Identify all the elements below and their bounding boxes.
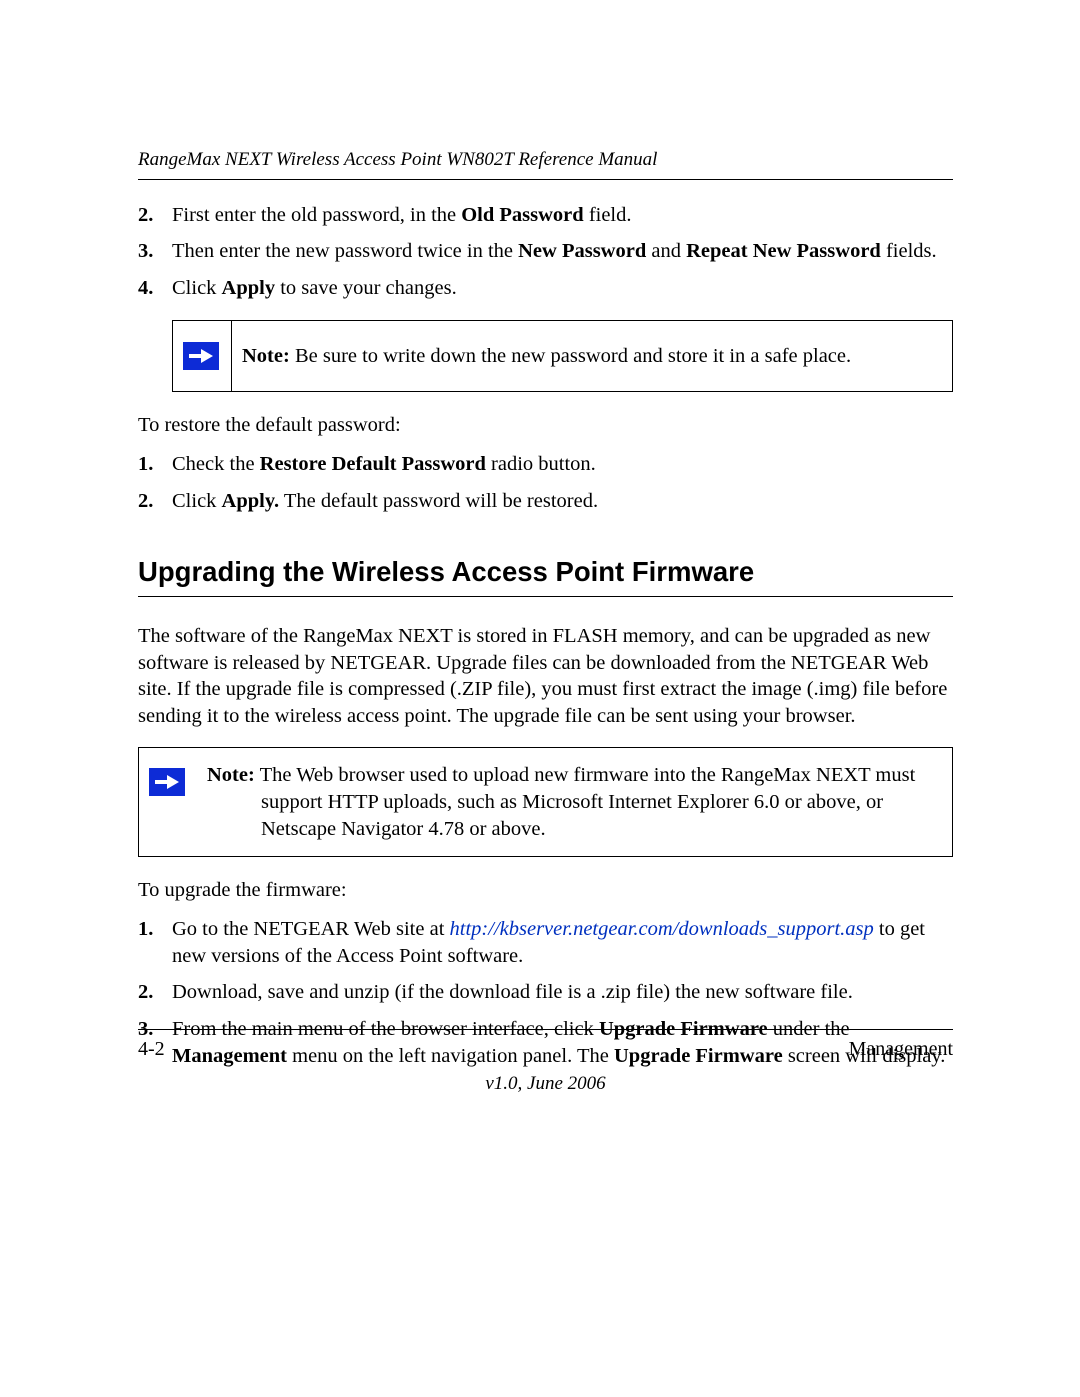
note-text-cell: Note: Be sure to write down the new pass… [232, 320, 953, 393]
list-marker: 2. [138, 488, 153, 515]
restore-intro: To restore the default password: [138, 412, 953, 439]
bold-term: Old Password [461, 204, 583, 226]
note-icon-cell [172, 320, 232, 393]
note-label: Note: [242, 345, 290, 367]
page-number: 4-2 [138, 1036, 165, 1062]
bold-term: Repeat New Password [686, 240, 881, 262]
list-text: radio button. [486, 453, 596, 475]
footer-version: v1.0, June 2006 [138, 1072, 953, 1097]
list-marker: 1. [138, 916, 153, 943]
list-text: field. [584, 204, 632, 226]
note-box: Note: Be sure to write down the new pass… [172, 320, 953, 393]
footer-section-name: Management [849, 1036, 953, 1062]
list-text: Download, save and unzip (if the downloa… [172, 981, 853, 1003]
list-marker: 2. [138, 202, 153, 229]
list-item: 4. Click Apply to save your changes. [138, 275, 953, 302]
list-marker: 3. [138, 238, 153, 265]
support-link[interactable]: http://kbserver.netgear.com/downloads_su… [450, 918, 874, 940]
bold-term: New Password [518, 240, 646, 262]
restore-steps-list: 1. Check the Restore Default Password ra… [138, 451, 953, 514]
footer-rule [138, 1029, 953, 1030]
list-item: 2. Download, save and unzip (if the down… [138, 979, 953, 1006]
password-steps-list: 2. First enter the old password, in the … [138, 202, 953, 302]
bold-term: Apply. [222, 490, 280, 512]
note-text-cell: Note: The Web browser used to upload new… [197, 747, 953, 857]
bold-term: Restore Default Password [260, 453, 486, 475]
list-marker: 4. [138, 275, 153, 302]
list-text: Click [172, 490, 222, 512]
list-item: 1. Check the Restore Default Password ra… [138, 451, 953, 478]
section-rule [138, 596, 953, 597]
list-text: and [646, 240, 686, 262]
bold-term: Apply [222, 277, 276, 299]
note-label: Note: [207, 764, 255, 786]
list-text: to save your changes. [275, 277, 457, 299]
list-text: First enter the old password, in the [172, 204, 461, 226]
document-page: RangeMax NEXT Wireless Access Point WN80… [0, 0, 1080, 1397]
list-marker: 2. [138, 979, 153, 1006]
section-heading: Upgrading the Wireless Access Point Firm… [138, 554, 953, 590]
list-text: Then enter the new password twice in the [172, 240, 518, 262]
note-body: Be sure to write down the new password a… [290, 345, 851, 367]
arrow-right-icon [149, 768, 185, 796]
page-footer: 4-2 Management v1.0, June 2006 [138, 1029, 953, 1097]
note-body: The Web browser used to upload new firmw… [255, 764, 915, 839]
list-item: 3. Then enter the new password twice in … [138, 238, 953, 265]
list-item: 2. First enter the old password, in the … [138, 202, 953, 229]
note-box: Note: The Web browser used to upload new… [138, 747, 953, 857]
list-text: Click [172, 277, 222, 299]
list-text: The default password will be restored. [279, 490, 598, 512]
list-item: 1. Go to the NETGEAR Web site at http://… [138, 916, 953, 969]
list-text: Go to the NETGEAR Web site at [172, 918, 450, 940]
header-rule [138, 179, 953, 180]
arrow-right-icon [183, 342, 219, 370]
list-text: fields. [881, 240, 937, 262]
upgrade-intro: To upgrade the firmware: [138, 877, 953, 904]
list-marker: 1. [138, 451, 153, 478]
list-item: 2. Click Apply. The default password wil… [138, 488, 953, 515]
firmware-intro-paragraph: The software of the RangeMax NEXT is sto… [138, 623, 953, 730]
running-header: RangeMax NEXT Wireless Access Point WN80… [138, 148, 953, 173]
list-text: Check the [172, 453, 260, 475]
note-icon-cell [138, 747, 197, 857]
